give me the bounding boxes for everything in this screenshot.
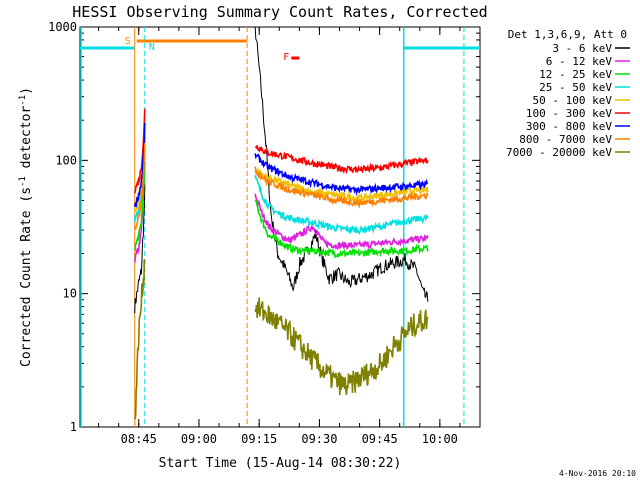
y-tick-label: 100 [55,153,77,167]
time-markers: S N F [80,27,480,427]
chart-title: HESSI Observing Summary Count Rates, Cor… [72,3,487,21]
date-stamp: 4-Nov-2016 20:10 [559,469,636,478]
x-tick-label: 09:15 [241,432,277,446]
series-line-0 [254,26,429,302]
series-line-6 [133,122,146,209]
series-line-7 [254,166,429,209]
x-tick-label: 09:00 [181,432,217,446]
legend-title: Det 1,3,6,9, Att 0 [508,28,627,41]
x-tick-label: 09:30 [301,432,337,446]
legend-label: 800 - 7000 keV [519,133,612,146]
series-line-4 [254,166,429,205]
series-line-3 [254,175,429,235]
legend-label: 25 - 50 keV [539,81,612,94]
series-line-7 [133,143,146,230]
x-tick-label: 09:45 [362,432,398,446]
marker-label-n: N [149,42,155,53]
series-line-8 [254,297,429,396]
series-line-5 [254,145,429,175]
y-tick-label: 1 [70,420,77,434]
series-line-6 [254,153,429,196]
marker-label-f: F [283,52,289,63]
series-line-1 [254,193,429,251]
x-tick-label: 10:00 [422,432,458,446]
legend-label: 3 - 6 keV [552,42,612,55]
series-line-0 [134,184,146,314]
y-axis-label: Corrected Count Rate (s-1 detector-1) [18,87,34,367]
legend-label: 300 - 800 keV [526,120,612,133]
series-line-5 [133,108,146,194]
x-axis-label: Start Time (15-Aug-14 08:30:22) [159,456,402,471]
axis-ticks: 08:45 09:00 09:15 09:30 09:45 10:00 1 10 100 1000 [48,20,480,446]
legend-label: 100 - 300 keV [526,107,612,120]
series-line-2 [254,199,429,259]
series-line-8 [134,259,146,420]
legend-label: 50 - 100 keV [533,94,613,107]
legend-label: 6 - 12 keV [546,55,613,68]
marker-label-s: S [125,36,131,47]
x-tick-label: 08:45 [121,432,157,446]
series-line-2 [134,163,146,252]
series-group [133,26,429,420]
plot-frame [79,26,481,428]
y-tick-label: 10 [63,287,77,301]
legend-label: 7000 - 20000 keV [506,146,612,159]
legend-label: 12 - 25 keV [539,68,612,81]
y-tick-label: 1000 [48,20,77,34]
